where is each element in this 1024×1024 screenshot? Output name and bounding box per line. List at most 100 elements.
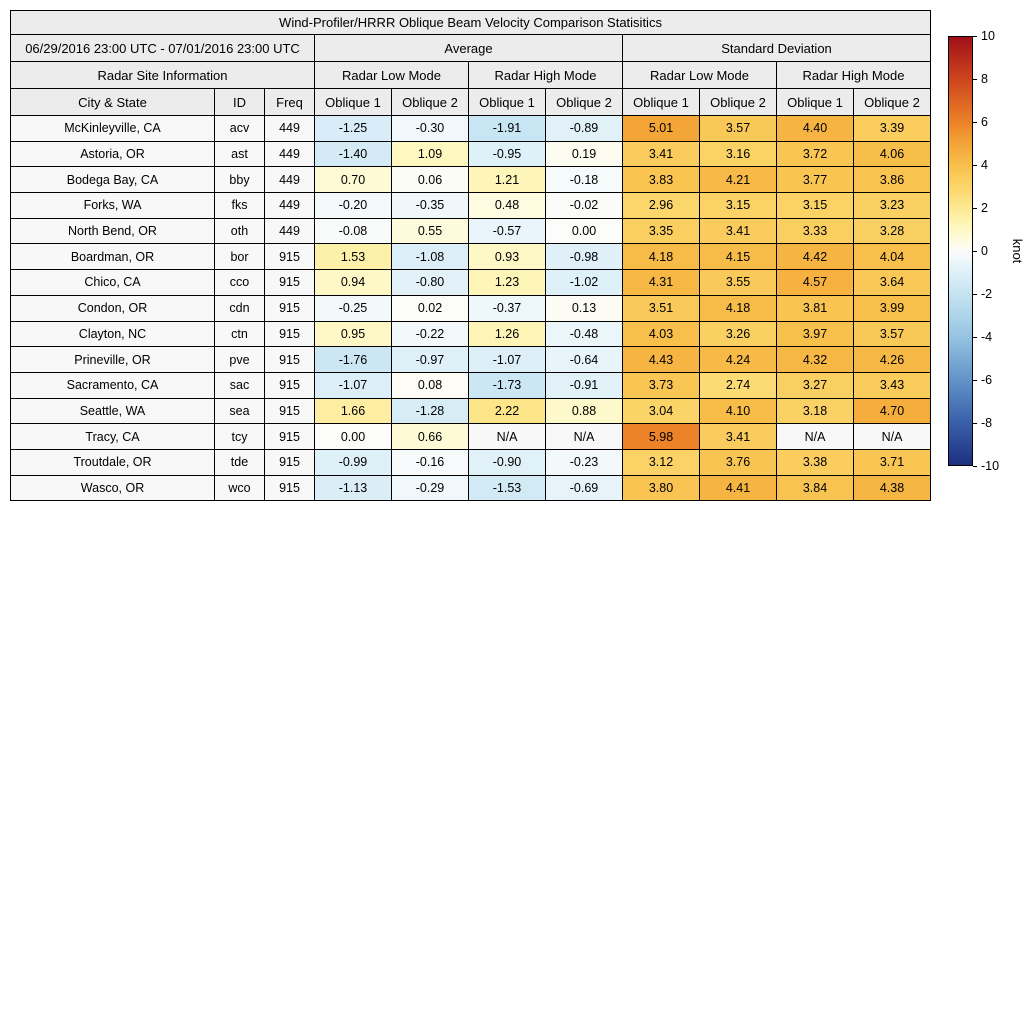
table-title: Wind-Profiler/HRRR Oblique Beam Velocity…: [10, 10, 931, 35]
value-cell: -0.91: [545, 371, 623, 399]
value-cell: -0.18: [545, 166, 623, 194]
value-cell: -0.22: [391, 320, 469, 348]
value-cell: -0.97: [391, 346, 469, 373]
id-column-header: ID: [214, 88, 265, 116]
oblique-column-header: Oblique 1: [776, 88, 854, 116]
value-cell: -0.16: [391, 448, 469, 476]
value-cell: -0.35: [391, 192, 469, 219]
freq-cell: 449: [264, 192, 315, 219]
stats-table: Wind-Profiler/HRRR Oblique Beam Velocity…: [10, 10, 931, 502]
value-cell: 3.26: [699, 320, 777, 348]
table-row: Condon, OR cdn 915 -0.25 0.02 -0.37 0.13 3.51 4.…: [10, 294, 931, 322]
colorbar-tick-label: 4: [981, 158, 988, 172]
table-row: North Bend, OR oth 449 -0.08 0.55 -0.57 0.00 3.…: [10, 217, 931, 245]
value-cell: -0.20: [314, 192, 392, 219]
colorbar-tick: -10: [973, 459, 999, 473]
value-cell: -1.73: [468, 371, 546, 399]
value-cell: 4.32: [776, 346, 854, 373]
colorbar-tick-label: -4: [981, 330, 993, 344]
value-cell: 3.33: [776, 217, 854, 245]
group-average: Average: [314, 34, 623, 62]
colorbar-tick-mark: [973, 35, 977, 37]
value-cell: 1.53: [314, 243, 392, 271]
value-cell: 1.21: [468, 166, 546, 194]
table-body: McKinleyville, CA acv 449 -1.25 -0.30 -1.91 -0…: [10, 115, 931, 502]
value-cell: -0.90: [468, 448, 546, 476]
colorbar-tick-label: -10: [981, 459, 1000, 473]
value-cell: 0.08: [391, 371, 469, 399]
freq-cell: 449: [264, 217, 315, 245]
value-cell: -0.57: [468, 217, 546, 245]
colorbar-ticks: 10 8 6 4 2 0 -2 -4 -6 -8 -10: [948, 29, 1024, 473]
freq-cell: 915: [264, 448, 315, 476]
city-state-cell: Forks, WA: [10, 192, 215, 219]
value-cell: 3.41: [699, 217, 777, 245]
value-cell: -0.37: [468, 294, 546, 322]
value-cell: 0.48: [468, 192, 546, 219]
colorbar-tick-label: -6: [981, 373, 993, 387]
value-cell: -0.99: [314, 448, 392, 476]
table-row: Tracy, CA tcy 915 0.00 0.66 N/A N/A 5.98 3.41 N/A…: [10, 423, 931, 450]
value-cell: 0.66: [391, 423, 469, 450]
value-cell: 2.74: [699, 371, 777, 399]
column-header-row: City & State ID Freq Oblique 1 Oblique 2…: [10, 88, 931, 116]
value-cell: 3.28: [853, 217, 931, 245]
value-cell: 0.70: [314, 166, 392, 194]
colorbar-tick: -4: [973, 330, 992, 344]
city-state-cell: North Bend, OR: [10, 217, 215, 245]
value-cell: 3.27: [776, 371, 854, 399]
value-cell: 3.64: [853, 269, 931, 296]
group-standard-deviation: Standard Deviation: [622, 34, 931, 62]
site-id-cell: bby: [214, 166, 265, 194]
value-cell: -0.89: [545, 115, 623, 142]
date-range: 06/29/2016 23:00 UTC - 07/01/2016 23:00 …: [10, 34, 315, 62]
oblique-column-header: Oblique 1: [314, 88, 392, 116]
site-id-cell: sac: [214, 371, 265, 399]
oblique-column-header: Oblique 2: [391, 88, 469, 116]
value-cell: 4.18: [699, 294, 777, 322]
table-row: Bodega Bay, CA bby 449 0.70 0.06 1.21 -0.18 3.8…: [10, 166, 931, 194]
value-cell: 5.01: [622, 115, 700, 142]
value-cell: 4.03: [622, 320, 700, 348]
std-high-mode-header: Radar High Mode: [776, 61, 931, 89]
value-cell: 3.84: [776, 474, 854, 502]
colorbar-gradient: [948, 36, 973, 466]
table-row: Clayton, NC ctn 915 0.95 -0.22 1.26 -0.48 4.03 3…: [10, 320, 931, 348]
city-state-cell: Clayton, NC: [10, 320, 215, 348]
value-cell: 1.09: [391, 140, 469, 168]
value-cell: 0.93: [468, 243, 546, 271]
value-cell: -0.29: [391, 474, 469, 502]
freq-cell: 915: [264, 371, 315, 399]
colorbar-tick: 2: [973, 201, 988, 215]
colorbar-tick: -6: [973, 373, 992, 387]
title-row: Wind-Profiler/HRRR Oblique Beam Velocity…: [10, 10, 931, 35]
colorbar-tick-mark: [973, 250, 977, 252]
mode-header-row: Radar Site Information Radar Low Mode Ra…: [10, 61, 931, 89]
value-cell: 4.70: [853, 397, 931, 425]
site-id-cell: sea: [214, 397, 265, 425]
value-cell: -0.23: [545, 448, 623, 476]
site-id-cell: tcy: [214, 423, 265, 450]
avg-high-mode-header: Radar High Mode: [468, 61, 623, 89]
value-cell: 0.19: [545, 140, 623, 168]
value-cell: N/A: [776, 423, 854, 450]
freq-cell: 915: [264, 474, 315, 502]
value-cell: 4.10: [699, 397, 777, 425]
colorbar-tick: 8: [973, 72, 988, 86]
value-cell: 4.24: [699, 346, 777, 373]
value-cell: 3.18: [776, 397, 854, 425]
value-cell: N/A: [468, 423, 546, 450]
avg-low-mode-header: Radar Low Mode: [314, 61, 469, 89]
site-id-cell: tde: [214, 448, 265, 476]
value-cell: 3.51: [622, 294, 700, 322]
colorbar-tick-mark: [973, 121, 977, 123]
colorbar-tick-label: 0: [981, 244, 988, 258]
value-cell: 4.18: [622, 243, 700, 271]
site-id-cell: fks: [214, 192, 265, 219]
value-cell: 4.26: [853, 346, 931, 373]
value-cell: 3.41: [622, 140, 700, 168]
value-cell: -0.48: [545, 320, 623, 348]
value-cell: -1.25: [314, 115, 392, 142]
freq-cell: 915: [264, 397, 315, 425]
